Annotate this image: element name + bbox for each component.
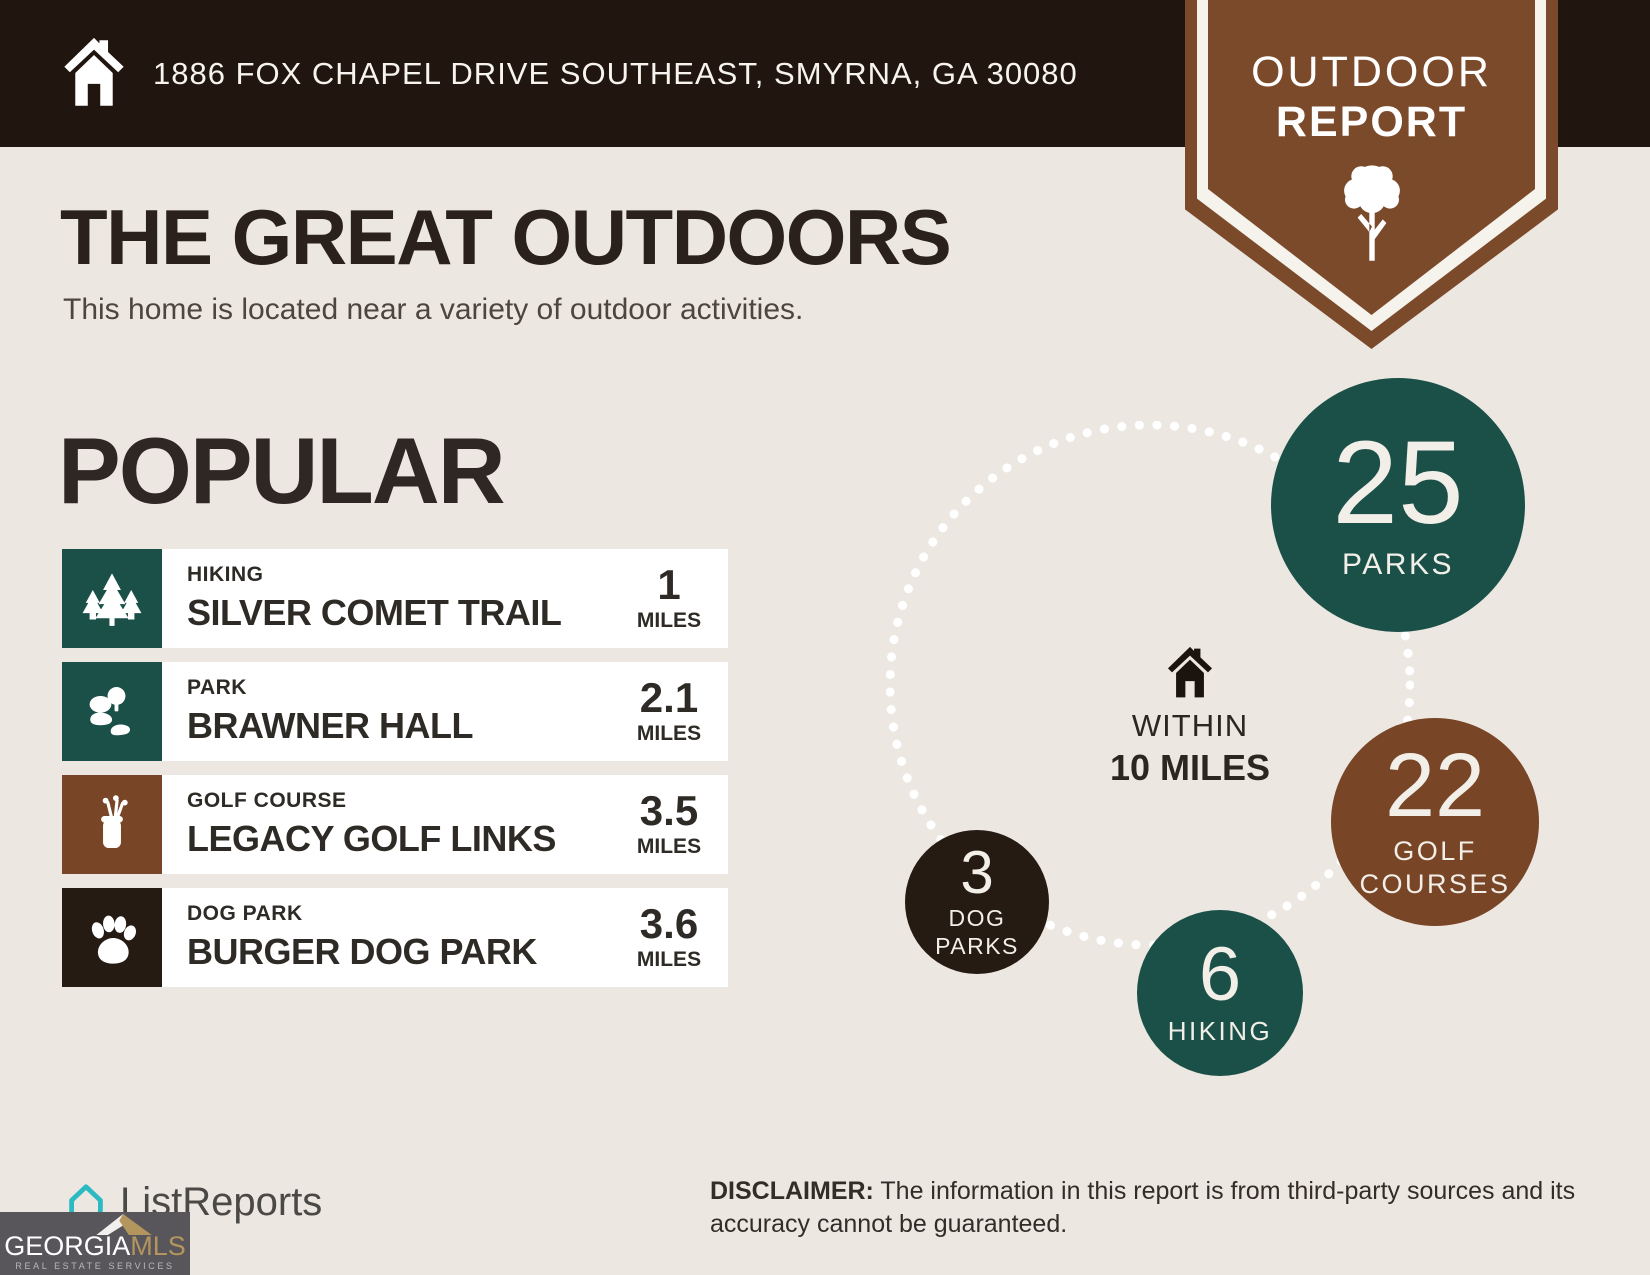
item-distance-unit: MILES — [636, 948, 702, 971]
item-distance-unit: MILES — [636, 609, 702, 632]
hiking-label: HIKING — [1167, 1016, 1273, 1046]
item-distance: 3.6 — [639, 900, 699, 947]
golf-courses-label: GOLF COURSES — [1359, 836, 1511, 899]
dog-parks-count-bubble: 3 DOG PARKS — [905, 830, 1049, 974]
item-distance: 3.5 — [639, 787, 699, 834]
dog-parks-count: 3 — [960, 838, 994, 906]
within-label: WITHIN — [1131, 708, 1249, 743]
outdoor-report-badge: OUTDOOR REPORT — [1185, 0, 1558, 349]
pine-trees-icon — [62, 549, 162, 648]
mls-roof-icon — [96, 1214, 152, 1235]
item-name: SILVER COMET TRAIL — [187, 592, 562, 633]
parks-count: 25 — [1332, 416, 1464, 549]
golf-courses-count-bubble: 22 GOLF COURSES — [1331, 718, 1539, 926]
list-item-dog-park: DOG PARK BURGER DOG PARK 3.6 MILES — [62, 888, 728, 987]
park-icon — [62, 662, 162, 761]
parks-label: PARKS — [1342, 548, 1454, 582]
property-address: 1886 FOX CHAPEL DRIVE SOUTHEAST, SMYRNA,… — [153, 55, 1078, 91]
item-name: BRAWNER HALL — [187, 705, 473, 746]
item-category: PARK — [187, 676, 247, 699]
mls-tagline: REAL ESTATE SERVICES — [15, 1261, 175, 1271]
item-name: BURGER DOG PARK — [187, 931, 537, 972]
list-item-park: PARK BRAWNER HALL 2.1 MILES — [62, 662, 728, 761]
list-item-golf: GOLF COURSE LEGACY GOLF LINKS 3.5 MILES — [62, 775, 728, 874]
item-category: GOLF COURSE — [187, 789, 347, 812]
tree-icon — [1343, 165, 1400, 261]
radius-dotted-circle — [886, 421, 1414, 949]
list-item-hiking: HIKING SILVER COMET TRAIL 1 MILES — [62, 549, 728, 648]
dog-parks-label: DOG PARKS — [935, 904, 1019, 959]
parks-count-bubble: 25 PARKS — [1271, 378, 1525, 632]
item-distance: 1 — [657, 561, 681, 608]
disclaimer-text: DISCLAIMER: The information in this repo… — [710, 1177, 1576, 1238]
paw-icon — [62, 888, 162, 987]
ten-miles-label: 10 MILES — [1109, 747, 1271, 788]
center-home-icon — [1167, 646, 1213, 698]
badge-title-line2: REPORT — [1275, 98, 1468, 146]
hiking-count: 6 — [1198, 931, 1242, 1017]
page-title: THE GREAT OUTDOORS — [60, 193, 952, 281]
golf-courses-count: 22 — [1384, 735, 1486, 836]
disclaimer-label: DISCLAIMER: — [710, 1177, 874, 1205]
georgia-mls-logo: GEORGIAMLS REAL ESTATE SERVICES — [0, 1212, 190, 1275]
item-category: HIKING — [187, 563, 264, 586]
item-distance: 2.1 — [639, 674, 699, 721]
radius-center-label: WITHIN 10 MILES — [1065, 708, 1315, 789]
popular-heading: POPULAR — [58, 418, 506, 523]
item-name: LEGACY GOLF LINKS — [187, 818, 556, 859]
item-distance-unit: MILES — [636, 722, 702, 745]
home-icon — [64, 37, 124, 106]
mls-wordmark: GEORGIAMLS — [4, 1231, 186, 1261]
page-subtitle: This home is located near a variety of o… — [63, 293, 804, 326]
hiking-count-bubble: 6 HIKING — [1137, 910, 1303, 1076]
item-category: DOG PARK — [187, 902, 303, 925]
popular-list: HIKING SILVER COMET TRAIL 1 MILES PARK — [62, 549, 728, 1001]
golf-bag-icon — [62, 775, 162, 874]
badge-title-line1: OUTDOOR — [1251, 48, 1492, 96]
item-distance-unit: MILES — [636, 835, 702, 858]
